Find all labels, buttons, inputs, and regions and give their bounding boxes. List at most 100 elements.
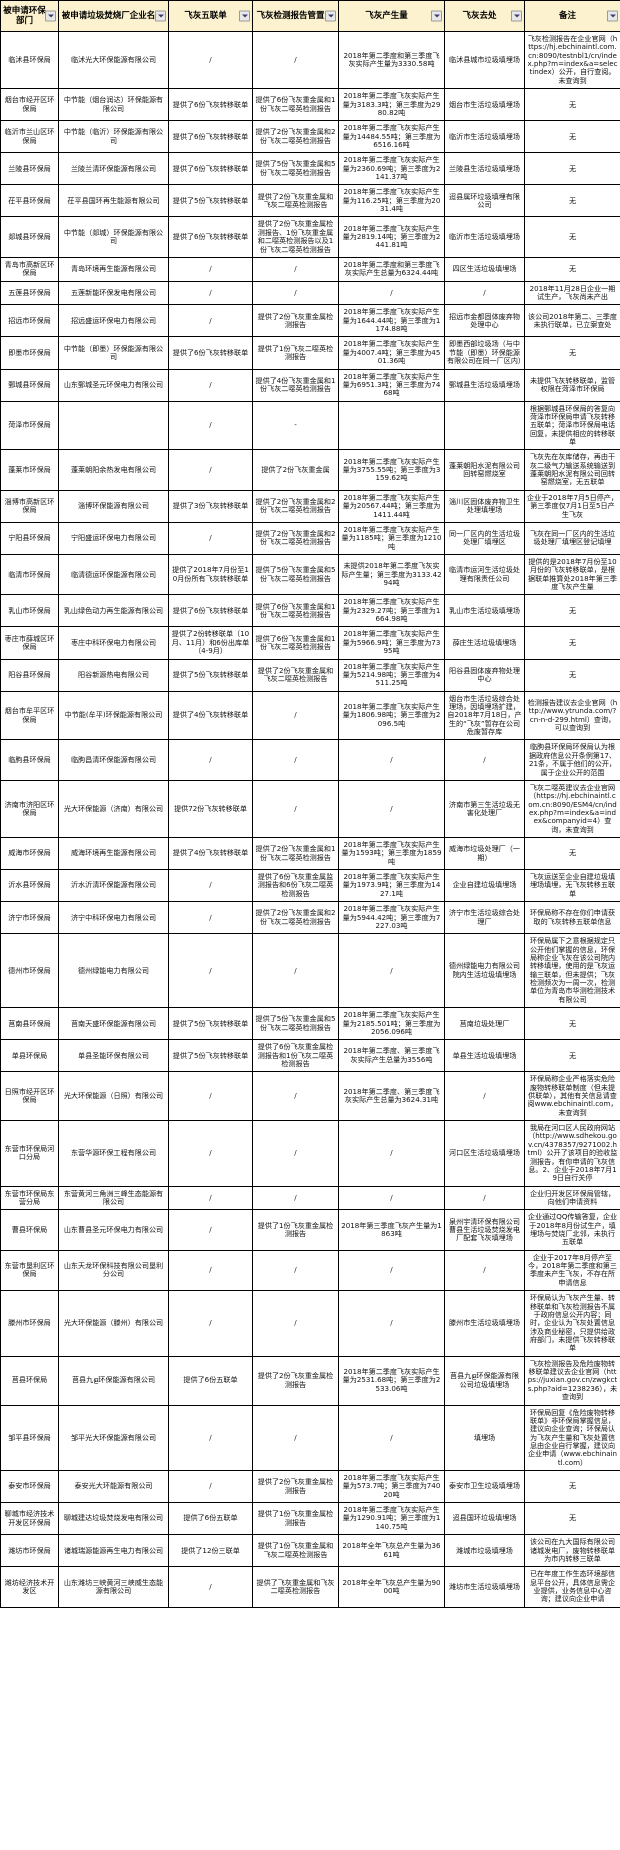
table-row[interactable]: 单县环保局 单县圣能环保有限公司 提供了5份飞灰转移联单 提供了6份飞灰重金属检测报告… [0, 1039, 620, 1073]
table-row[interactable]: 日照市经开区环保局 光大环保能源（日照）有限公司 //2018年第二季度、第三季度飞… [0, 1071, 620, 1122]
table-row[interactable]: 郯城县环保局 中节能（郯城）环保能源有限公司 提供了6份飞灰转移联单 提供了2份飞灰重… [0, 216, 620, 258]
cell-report: 提供了2份飞灰重金属和2份飞灰二噁英检测报告 [252, 521, 339, 555]
table-row[interactable]: 阳谷县环保局 阳谷新源热电有限公司 提供了5份飞灰转移联单 提供了2份飞灰重金属和飞灰… [0, 658, 620, 692]
cell-remark: 无 [524, 256, 620, 282]
cell-company: 阳谷新源热电有限公司 [58, 658, 169, 692]
table-row[interactable]: 莒县环保局 莒县九ള环保能源有限公司 提供了6份五联单 提供了2份飞灰重金属检测报告 2… [0, 1355, 620, 1406]
cell-dept: 阳谷县环保局 [0, 658, 59, 692]
column-header-report[interactable]: 飞灰检测报告管置 [252, 0, 339, 32]
table-row[interactable]: 五莲县环保局 五莲新能环保发电有限公司 / / //2018年11月28日企业一期试生产… [0, 280, 620, 306]
cell-company: 中节能（临沂）环保能源有限公司 [58, 120, 169, 154]
cell-output: 2018年全年飞灰总产生量为3661吨 [338, 1534, 445, 1568]
table-row[interactable]: 潍坊经济技术开发区 山东潍坊三峡黄河三峡威生态能源有限公司 / 提供了飞灰重金属和飞灰… [0, 1566, 620, 1608]
cell-manifest: / [168, 1249, 253, 1292]
table-row[interactable]: 鄄城县环保局 山东鄄城圣元环保电力有限公司 / 提供了4份飞灰重金属和1份飞灰二噁英检… [0, 368, 620, 402]
cell-destination: 蓬莱朝阳水泥有限公司回转窑燃烧室 [444, 449, 525, 491]
cell-remark: 临朐县环保局环保局认为根据政府信息公开条例第17、21条，不属于他们的公开，属于… [524, 739, 620, 781]
table-row[interactable]: 青岛市高新区环保局 青岛环境再生能源有限公司 //2018年第二季度和第三季度飞灰实… [0, 256, 620, 282]
cell-report: 提供了1份飞灰重金属检测报告 [252, 1502, 339, 1536]
table-row[interactable]: 沂水县环保局 沂水沂清环保能源有限公司 / 提供了6份飞灰重金属监测报告和6份飞灰二噁… [0, 869, 620, 903]
cell-company: 诸城瑞源能源再生电力有限公司 [58, 1534, 169, 1568]
table-row[interactable]: 滕州市环保局 光大环保能源（滕州）有限公司 / / / 滕州市生活垃圾填埋场 环保局认为飞灰… [0, 1290, 620, 1357]
table-row[interactable]: 即墨市环保局 中节能（即墨）环保能源有限公司 提供了6份飞灰转移联单 提供了1份飞灰二… [0, 336, 620, 370]
table-row[interactable]: 莒南县环保局 莒南天盛环保能源有限公司 提供了5份飞灰转移联单 提供了5份飞灰重金属和… [0, 1007, 620, 1041]
table-row[interactable]: 招远市环保局 招远盛运环保电力有限公司 / 提供了2份飞灰重金属检测报告 2018年第二… [0, 304, 620, 338]
table-row[interactable]: 德州市环保局 德州绿能电力有限公司 / / / 德州绿能电力有限公司院内生活垃圾填埋场 环保… [0, 933, 620, 1009]
table-row[interactable]: 曹县环保局 山东曹县圣元环保电力有限公司 / 提供了1份飞灰重金属检测报告 2018年第… [0, 1209, 620, 1251]
cell-company: 济宁中科环保电力有限公司 [58, 901, 169, 935]
column-header-remark[interactable]: 备注 [524, 0, 620, 32]
column-header-output[interactable]: 飞灰产生量 [338, 0, 445, 32]
column-header-report-label: 飞灰检测报告管置 [256, 10, 325, 21]
table-row[interactable]: 临朐县环保局 临朐昌清环保能源有限公司 / / / / 临朐县环保局环保局认为根据政府信息公… [0, 739, 620, 781]
table-row[interactable]: 邹平县环保局 邹平光大环保能源有限公司 / / / 填埋场 环保局回复《危险废物转移联单》非… [0, 1404, 620, 1472]
table-row[interactable]: 泰安市环保局 泰安光大环能源有限公司 / 提供了2份飞灰重金属检测报告 2018年第二季… [0, 1470, 620, 1504]
table-row[interactable]: 临沭县环保局 临沭光大环保能源有限公司 //2018年第二季度和第三季度飞灰实际产生… [0, 30, 620, 90]
table-row[interactable]: 乳山市环保局 乳山绿色动力再生能源有限公司 提供了6份飞灰转移联单 提供了6份飞灰重金… [0, 594, 620, 628]
cell-output: 2018年第二季度飞灰实际产生量为1290.91吨；第三季度为1140.75吨 [338, 1502, 445, 1536]
cell-manifest: / [168, 1185, 253, 1211]
cell-remark: 检测报告建议去企业官网（http://www.ytrunda.com/?cn-n… [524, 690, 620, 741]
table-row[interactable]: 淄博市高新区环保局 淄博环保能源有限公司 提供了3份飞灰转移联单 提供了2份飞灰重金属… [0, 489, 620, 523]
cell-destination: 泰安市卫生垃圾填埋场 [444, 1470, 525, 1504]
cell-manifest: 提供了2份转移联单（10月、11月）和6份出库单（4-9月） [168, 626, 253, 660]
table-row[interactable]: 菏泽市环保局 / - 根据鄄城县环保局的答复向菏泽市环保局申请飞灰转移五联单；菏泽市环… [0, 400, 620, 451]
cell-destination: 同一厂区内的生活垃圾处理厂填埋区 [444, 521, 525, 555]
cell-output: 2018年第二季度飞灰实际产生量为2360.69吨；第三季度为2141.37吨 [338, 152, 445, 186]
cell-report: 提供了2份飞灰重金属和飞灰二噁英检测报告 [252, 184, 339, 218]
column-header-company[interactable]: 被申请垃圾焚烧厂企业名 [58, 0, 169, 32]
cell-report: 提供了2份飞灰重金属检测报告 [252, 1470, 339, 1504]
cell-remark: 飞灰二噁英建议去企业官网（https://hj.ebchinaintl.com.… [524, 779, 620, 839]
filter-dropdown-icon-company[interactable] [155, 10, 166, 22]
cell-dept: 莒县环保局 [0, 1355, 59, 1406]
cell-remark: 无 [524, 626, 620, 660]
table-row[interactable]: 聊城市经济技术开发区环保局 聊城建达垃圾焚烧发电有限公司 提供了6份五联单 提供了1份… [0, 1502, 620, 1536]
table-row[interactable]: 济南市济阳区环保局 光大环保能源（济南）有限公司 提供72份飞灰转移联单 / / 济南市第… [0, 779, 620, 839]
cell-report: / [252, 1404, 339, 1472]
filter-dropdown-icon-dept[interactable] [45, 10, 56, 22]
cell-dept: 德州市环保局 [0, 933, 59, 1009]
filter-dropdown-icon-manifest[interactable] [239, 10, 250, 22]
cell-output: 未提供2018年第二季度飞灰实际产生量；第三季度为3133.4294吨 [338, 553, 445, 596]
filter-dropdown-icon-destination[interactable] [511, 10, 522, 22]
table-row[interactable]: 烟台市牟平区环保局 中节能(牟平)环保能源有限公司 提供了4份飞灰转移联单/2018… [0, 690, 620, 741]
table-row[interactable]: 临清市环保局 临清德运环保能源有限公司 提供了2018年7月份至10月份所有飞灰转移… [0, 553, 620, 596]
cell-manifest: 提供了3份飞灰转移联单 [168, 489, 253, 523]
cell-dept: 东营市环保局河口分局 [0, 1120, 59, 1187]
table-row[interactable]: 东营市环保局河口分局 东营华源环保工程有限公司 / / / 河口区生活垃圾填埋场 我局在河口… [0, 1120, 620, 1187]
cell-company: 青岛环境再生能源有限公司 [58, 256, 169, 282]
cell-output: 2018年第二季度、第三季度飞灰实际产生总量为3624.31吨 [338, 1071, 445, 1122]
table-row[interactable]: 潍坊市环保局 诸城瑞源能源再生电力有限公司 提供了12份三联单 提供了1份飞灰重金属和… [0, 1534, 620, 1568]
cell-report: 提供了2份飞灰重金属检测报告 [252, 1355, 339, 1406]
table-row[interactable]: 兰陵县环保局 兰陵兰清环保能源有限公司 提供了6份飞灰转移联单 提供了5份飞灰重金属和… [0, 152, 620, 186]
filter-dropdown-icon-remark[interactable] [607, 10, 618, 22]
table-row[interactable]: 茌平县环保局 茌平县国环再生能源有限公司 提供了5份飞灰转移联单 提供了2份飞灰重金属… [0, 184, 620, 218]
cell-output: 2018年第二季度飞灰实际产生量为1973.9吨；第三季度为1427.1吨 [338, 869, 445, 903]
table-row[interactable]: 临沂市兰山区环保局 中节能（临沂）环保能源有限公司 提供了6份飞灰转移联单 提供了2份… [0, 120, 620, 154]
cell-remark: 我局在河口区人民政府网站（http://www.sdhekou.gov.cn/4… [524, 1120, 620, 1187]
filter-dropdown-icon-report[interactable] [325, 10, 336, 22]
cell-output: / [338, 933, 445, 1009]
table-row[interactable]: 枣庄市薛城区环保局 枣庄中科环保电力有限公司 提供了2份转移联单（10月、11月）和… [0, 626, 620, 660]
cell-manifest: 提供了6份飞灰转移联单 [168, 336, 253, 370]
column-header-manifest[interactable]: 飞灰五联单 [168, 0, 253, 32]
cell-report: 提供了6份飞灰重金属监测报告和6份飞灰二噁英检测报告 [252, 869, 339, 903]
table-row[interactable]: 济宁市环保局 济宁中科环保电力有限公司 / 提供了2份飞灰重金属和2份飞灰二噁英检测报… [0, 901, 620, 935]
column-header-destination-label: 飞灰去处 [462, 10, 497, 21]
table-row[interactable]: 蓬莱市环保局 蓬莱朝阳余热发电有限公司 / 提供了2份飞灰重金属 2018年第二季度飞灰… [0, 449, 620, 491]
cell-dept: 邹平县环保局 [0, 1404, 59, 1472]
table-row[interactable]: 东营市垦利区环保局 山东天龙环保科技有限公司垦利分公司 / / / / 企业于2017年8月… [0, 1249, 620, 1292]
cell-dept: 泰安市环保局 [0, 1470, 59, 1504]
cell-output: 2018年第二季度飞灰实际产生量为3183.3吨；第三季度为2980.82吨 [338, 88, 445, 122]
table-row[interactable]: 东营市环保局东营分局 东营黄河三角洲三峰生态能源有限公司 / / / / 企业归开发区环保局… [0, 1185, 620, 1211]
column-header-dept[interactable]: 被申请环保部门 [0, 0, 59, 32]
table-row[interactable]: 烟台市经开区环保局 中节能（烟台润达）环保能源有限公司 提供了6份飞灰转移联单 提供了… [0, 88, 620, 122]
cell-manifest: 提供了6份飞灰转移联单 [168, 120, 253, 154]
table-row[interactable]: 威海市环保局 威海环境再生能源有限公司 提供了4份飞灰转移联单 提供了2份飞灰重金属和… [0, 837, 620, 871]
table-row[interactable]: 宁阳县环保局 宁阳盛运环保电力有限公司 / 提供了2份飞灰重金属和2份飞灰二噁英检测报… [0, 521, 620, 555]
cell-company: 中节能(牟平)环保能源有限公司 [58, 690, 169, 741]
cell-manifest: / [168, 1071, 253, 1122]
filter-dropdown-icon-output[interactable] [431, 10, 442, 22]
column-header-destination[interactable]: 飞灰去处 [444, 0, 525, 32]
cell-manifest: / [168, 869, 253, 903]
